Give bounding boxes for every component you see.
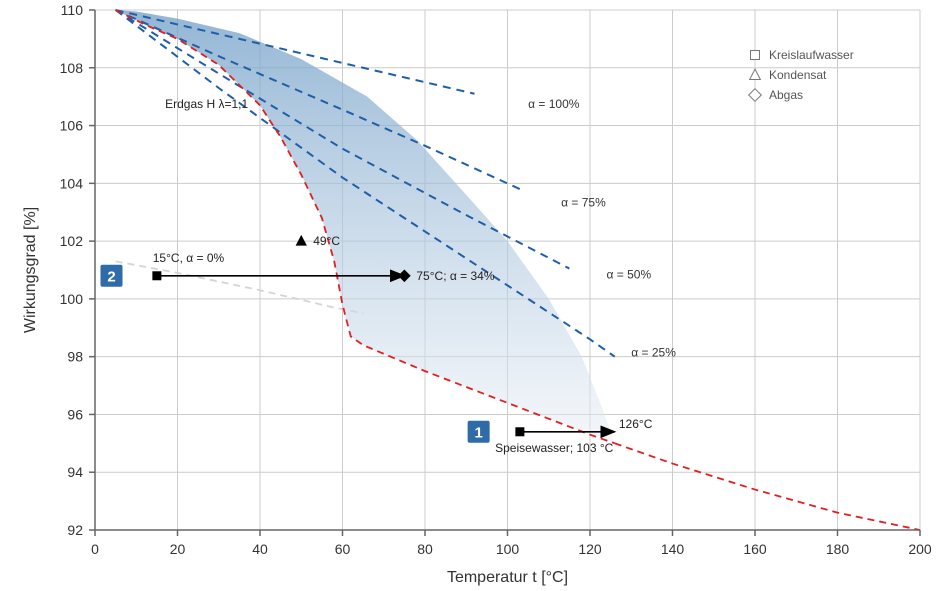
xtick-label: 80 bbox=[417, 541, 433, 557]
xtick-label: 100 bbox=[496, 541, 520, 557]
badge-text-2: 2 bbox=[107, 268, 115, 285]
marker-label-1: 75°C; α = 34% bbox=[416, 269, 494, 283]
ytick-label: 92 bbox=[67, 522, 83, 538]
ytick-label: 100 bbox=[60, 291, 84, 307]
text-label-1: 126°C bbox=[619, 417, 653, 431]
ytick-label: 98 bbox=[67, 349, 83, 365]
ytick-label: 110 bbox=[61, 2, 84, 18]
xtick-label: 20 bbox=[170, 541, 186, 557]
title-annotation: Erdgas H λ=1,1 bbox=[165, 97, 248, 111]
text-label-2: Speisewasser; 103 °C bbox=[495, 441, 614, 455]
ytick-label: 108 bbox=[60, 60, 84, 76]
xtick-label: 200 bbox=[908, 541, 932, 557]
ytick-label: 102 bbox=[60, 233, 84, 249]
alpha-label-3: α = 25% bbox=[631, 346, 676, 360]
xtick-label: 120 bbox=[578, 541, 602, 557]
xtick-label: 180 bbox=[826, 541, 850, 557]
xtick-label: 40 bbox=[252, 541, 268, 557]
xtick-label: 60 bbox=[335, 541, 351, 557]
ytick-label: 94 bbox=[67, 464, 83, 480]
legend-item-0: Kreislaufwasser bbox=[769, 48, 854, 62]
xtick-label: 140 bbox=[661, 541, 685, 557]
text-label-0: 15°C, α = 0% bbox=[153, 251, 225, 265]
xtick-label: 160 bbox=[743, 541, 767, 557]
ytick-label: 104 bbox=[60, 175, 84, 191]
ytick-label: 106 bbox=[60, 118, 84, 134]
y-axis-label: Wirkungsgrad [%] bbox=[22, 207, 39, 333]
ytick-label: 96 bbox=[67, 406, 83, 422]
chart-svg: α = 100% α = 75% α = 50% α = 25% 0 20 40 60 80 10… bbox=[0, 0, 943, 591]
legend-item-2: Abgas bbox=[769, 88, 803, 102]
marker-label-0: 49°C bbox=[313, 234, 340, 248]
xtick-label: 0 bbox=[91, 541, 99, 557]
alpha-label-2: α = 50% bbox=[607, 268, 652, 282]
x-axis-label: Temperatur t [°C] bbox=[447, 569, 568, 586]
badge-text-1: 1 bbox=[474, 424, 482, 441]
alpha-label-0: α = 100% bbox=[528, 97, 580, 111]
efficiency-chart: α = 100% α = 75% α = 50% α = 25% 0 20 40 60 80 10… bbox=[0, 0, 943, 591]
legend-item-1: Kondensat bbox=[769, 68, 827, 82]
alpha-label-1: α = 75% bbox=[561, 195, 606, 209]
